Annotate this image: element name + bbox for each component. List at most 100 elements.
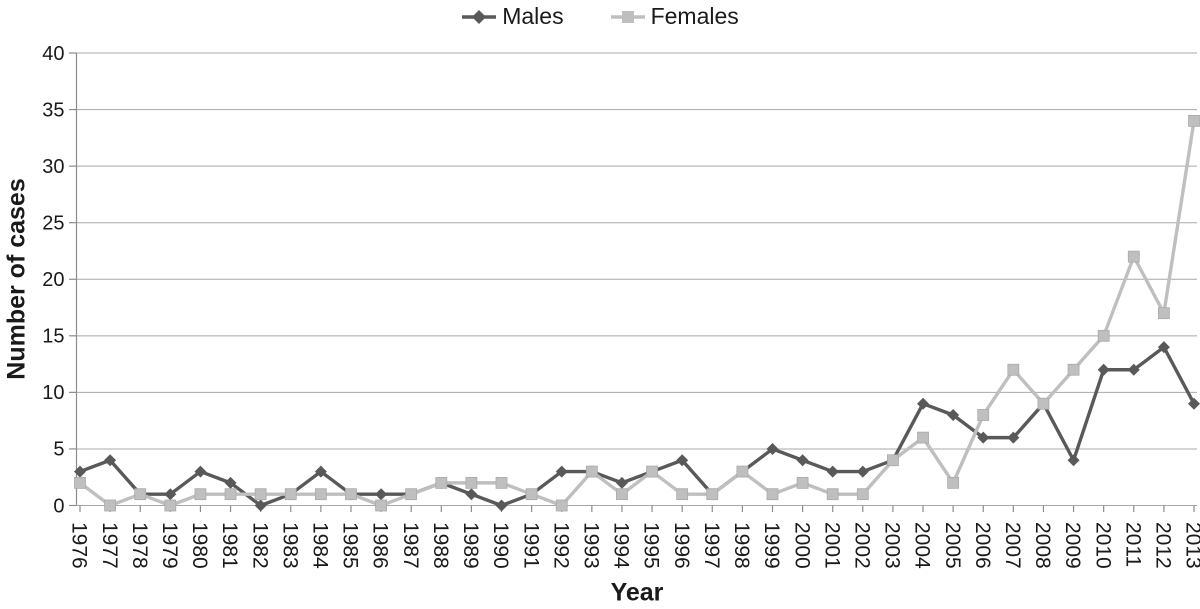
x-tick-label: 1993	[579, 522, 602, 569]
x-tick-label: 2003	[881, 522, 904, 569]
x-axis-title: Year	[610, 578, 664, 607]
data-point-females	[284, 488, 297, 501]
data-point-females	[555, 499, 568, 512]
data-point-males	[826, 465, 839, 478]
data-point-females	[194, 488, 207, 501]
x-tick-label: 1997	[700, 522, 723, 569]
x-tick-label: 2000	[790, 522, 813, 569]
x-tick-label: 1980	[188, 522, 211, 569]
data-point-females	[1067, 363, 1080, 376]
x-tick-label: 2002	[850, 522, 873, 569]
data-point-males	[375, 488, 388, 501]
legend-label-females: Females	[650, 3, 739, 29]
data-point-females	[1007, 363, 1020, 376]
data-point-females	[1157, 307, 1170, 320]
data-point-males	[1127, 363, 1140, 376]
x-tick-label: 2001	[820, 522, 843, 569]
x-tick-label: 2011	[1121, 522, 1144, 567]
x-tick-label: 2013	[1182, 522, 1200, 569]
data-point-males	[917, 397, 930, 410]
y-tick-label: 25	[42, 212, 64, 234]
data-point-females	[104, 499, 117, 512]
y-tick-label: 15	[42, 326, 64, 348]
males-line-marker-icon	[462, 9, 497, 24]
y-axis-tick-labels: 0 5 10 15 20 25 30 35 40	[42, 43, 64, 517]
x-tick-label: 1987	[399, 522, 422, 569]
axes	[69, 52, 1195, 512]
data-point-females	[1188, 114, 1200, 127]
data-point-males	[676, 454, 689, 467]
x-tick-label: 1981	[218, 522, 241, 569]
data-point-males	[1067, 454, 1080, 467]
data-point-females	[706, 488, 719, 501]
legend-label-males: Males	[502, 3, 564, 29]
x-tick-label: 1982	[248, 522, 271, 569]
data-point-males	[495, 499, 508, 512]
x-tick-label: 2008	[1031, 522, 1054, 569]
data-point-females	[616, 488, 628, 501]
data-point-males	[104, 454, 117, 467]
x-tick-label: 2005	[941, 522, 964, 569]
data-point-females	[224, 488, 237, 501]
data-point-females	[856, 488, 869, 501]
data-point-females	[736, 465, 749, 478]
data-point-females	[1127, 250, 1140, 263]
y-tick-label: 35	[42, 99, 64, 121]
data-point-females	[495, 476, 508, 489]
x-tick-label: 1999	[760, 522, 783, 569]
data-point-females	[766, 488, 779, 501]
x-tick-label: 1976	[68, 522, 91, 569]
data-point-females	[74, 476, 86, 489]
data-point-males	[615, 476, 628, 489]
square-icon	[621, 10, 634, 23]
data-point-males	[977, 431, 990, 444]
x-tick-label: 1983	[278, 522, 301, 569]
x-tick-label: 1998	[730, 522, 753, 569]
data-point-females	[164, 499, 177, 512]
data-point-males	[555, 465, 568, 478]
x-tick-label: 1978	[128, 522, 151, 569]
data-point-females	[1037, 397, 1050, 410]
series-females	[74, 114, 1200, 512]
x-tick-label: 1994	[610, 522, 633, 569]
x-tick-label: 1989	[459, 522, 482, 569]
x-tick-label: 1979	[158, 522, 181, 569]
y-tick-label: 40	[42, 43, 64, 65]
data-point-females	[947, 476, 960, 489]
data-point-females	[525, 488, 538, 501]
data-point-females	[345, 488, 357, 501]
data-point-males	[194, 465, 207, 478]
data-point-females	[646, 465, 658, 478]
y-tick-label: 20	[42, 269, 64, 291]
data-point-males	[1097, 363, 1110, 376]
data-point-females	[917, 431, 929, 444]
data-point-females	[314, 488, 327, 501]
x-tick-label: 1985	[339, 522, 362, 569]
x-tick-label: 2007	[1001, 522, 1024, 569]
data-point-females	[1097, 329, 1110, 342]
legend: Males Females	[0, 5, 1200, 28]
data-point-females	[435, 476, 448, 489]
data-point-males	[1007, 431, 1020, 444]
legend-item-females: Females	[610, 5, 739, 28]
data-point-females	[254, 488, 267, 501]
data-point-females	[585, 465, 598, 478]
data-point-females	[134, 488, 147, 501]
data-point-males	[796, 454, 809, 467]
x-tick-label: 2006	[971, 522, 994, 569]
data-point-males	[766, 442, 779, 455]
data-point-females	[405, 488, 418, 501]
data-point-females	[676, 488, 689, 501]
data-point-females	[465, 476, 478, 489]
x-axis-tick-labels: 1976 1977 1978 1979 1980 1981 1982 1983 1984 1985…	[68, 522, 1200, 569]
y-tick-label: 5	[53, 439, 64, 461]
gridlines	[76, 52, 1197, 506]
females-line-marker-icon	[610, 10, 645, 23]
data-point-males	[465, 488, 478, 501]
x-tick-label: 1977	[98, 522, 121, 569]
y-tick-label: 0	[53, 495, 64, 517]
x-tick-label: 2009	[1061, 522, 1084, 569]
x-tick-label: 1995	[640, 522, 663, 569]
